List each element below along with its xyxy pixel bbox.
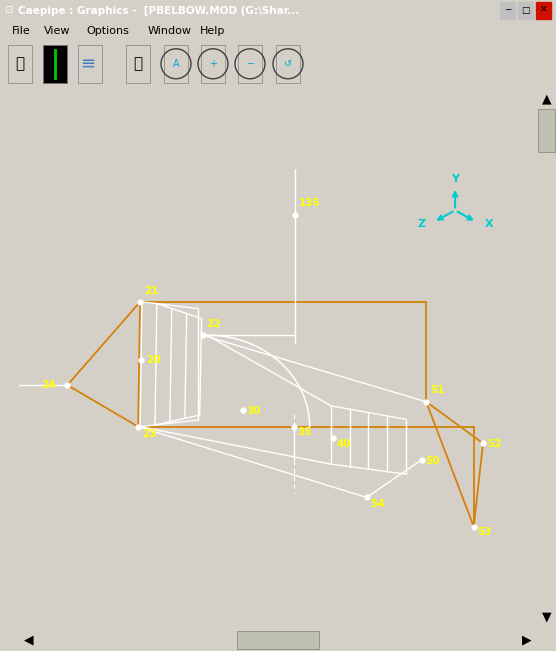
Text: ▲: ▲ [542,92,552,105]
Text: A: A [173,59,180,69]
Text: 52: 52 [486,439,502,449]
Text: X: X [484,219,493,229]
Text: ↺: ↺ [284,59,292,69]
Text: Z: Z [418,219,425,229]
Bar [164,45,188,83]
Bar [201,45,225,83]
Bar [238,45,262,83]
Text: ▶: ▶ [522,633,532,646]
Text: ▼: ▼ [542,611,552,624]
Text: 22: 22 [206,319,221,329]
Text: Window: Window [148,26,192,36]
Bar [126,45,150,83]
Text: 40: 40 [337,439,351,449]
Text: View: View [44,26,71,36]
Bar [78,45,102,83]
Bar [8,45,32,83]
Text: ⊡: ⊡ [4,5,12,16]
Text: ≡: ≡ [81,55,96,73]
Text: 20: 20 [146,355,160,365]
Text: 35: 35 [297,427,312,437]
Text: 30: 30 [246,406,261,416]
Text: 50: 50 [425,456,440,466]
Text: +: + [209,59,217,69]
Bar [43,45,67,83]
Text: ✕: ✕ [540,6,547,15]
Text: 📷: 📷 [133,56,142,72]
Text: ─: ─ [247,59,253,69]
Bar [43,45,67,83]
Bar [538,109,555,152]
Text: 53: 53 [478,527,492,537]
Text: □: □ [522,6,530,15]
Text: ◀: ◀ [24,633,34,646]
Text: 23: 23 [142,428,156,439]
Text: File: File [12,26,31,36]
Text: Y: Y [451,174,459,184]
Text: 51: 51 [430,385,444,395]
Text: 54: 54 [370,499,385,509]
Bar [536,2,551,19]
Text: 🖨: 🖨 [16,56,24,72]
Bar [276,45,300,83]
Text: Help: Help [200,26,225,36]
Text: Caepipe : Graphics -  [PBELBOW.MOD (G:\Shar...: Caepipe : Graphics - [PBELBOW.MOD (G:\Sh… [18,5,299,16]
Text: 21: 21 [144,286,158,296]
Bar [500,2,515,19]
Text: 24: 24 [41,380,56,389]
Text: ─: ─ [505,6,510,15]
Bar [236,631,320,649]
Text: 135: 135 [299,198,320,208]
Text: Options: Options [86,26,129,36]
Bar [518,2,533,19]
